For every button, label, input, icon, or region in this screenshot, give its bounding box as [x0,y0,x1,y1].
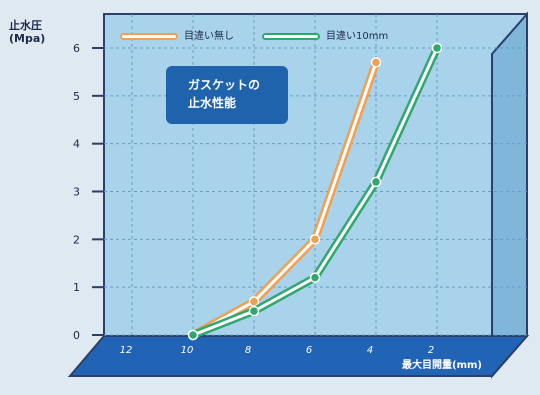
legend-swatch-series-2 [262,33,320,40]
x-axis-label: 最大目開量(mm) [402,358,482,371]
legend-label-series-1: 目違い無し [184,31,234,42]
series-1-point-4 [370,57,382,68]
plot-side-wall [491,11,528,379]
x-tick-label-8: 8 [245,345,251,356]
series-1-line-inner [191,60,378,337]
y-tick-label-2: 2 [73,233,80,246]
series-2-point-5 [431,42,443,54]
y-tick-label-6: 6 [73,42,80,55]
y-axis-label: 止水圧 (Mpa) [9,19,45,45]
plot-floor [67,335,530,377]
y-tick-label-5: 5 [73,90,80,103]
x-tick-label-2: 2 [428,345,434,356]
x-tick-label-4: 4 [367,345,373,356]
annotation-line-1: ガスケットの [188,78,261,92]
y-tick-label-3: 3 [73,186,80,199]
series-2-point-4 [370,176,382,188]
x-tick-label-10: 10 [181,345,194,356]
annotation-line-2: 止水性能 [188,96,237,110]
legend-swatch-series-1 [120,33,178,40]
annotation-box: ガスケットの 止水性能 [166,66,288,124]
x-tick-label-6: 6 [306,345,312,356]
y-tick-label-1: 1 [73,281,80,294]
series-1-point-2 [248,296,260,307]
y-axis-label-line-2: (Mpa) [9,32,46,45]
y-tick-label-4: 4 [73,138,80,151]
series-1-point-3 [309,234,321,245]
legend-label-series-2: 目違い10mm [326,31,389,42]
series-2-point-3 [309,272,321,283]
y-axis-label-line-1: 止水圧 [9,19,42,32]
x-tick-label-12: 12 [120,345,133,356]
series-2-point-2 [248,305,260,317]
series-2-point-1 [187,329,199,341]
y-tick-label-0: 0 [73,329,80,342]
